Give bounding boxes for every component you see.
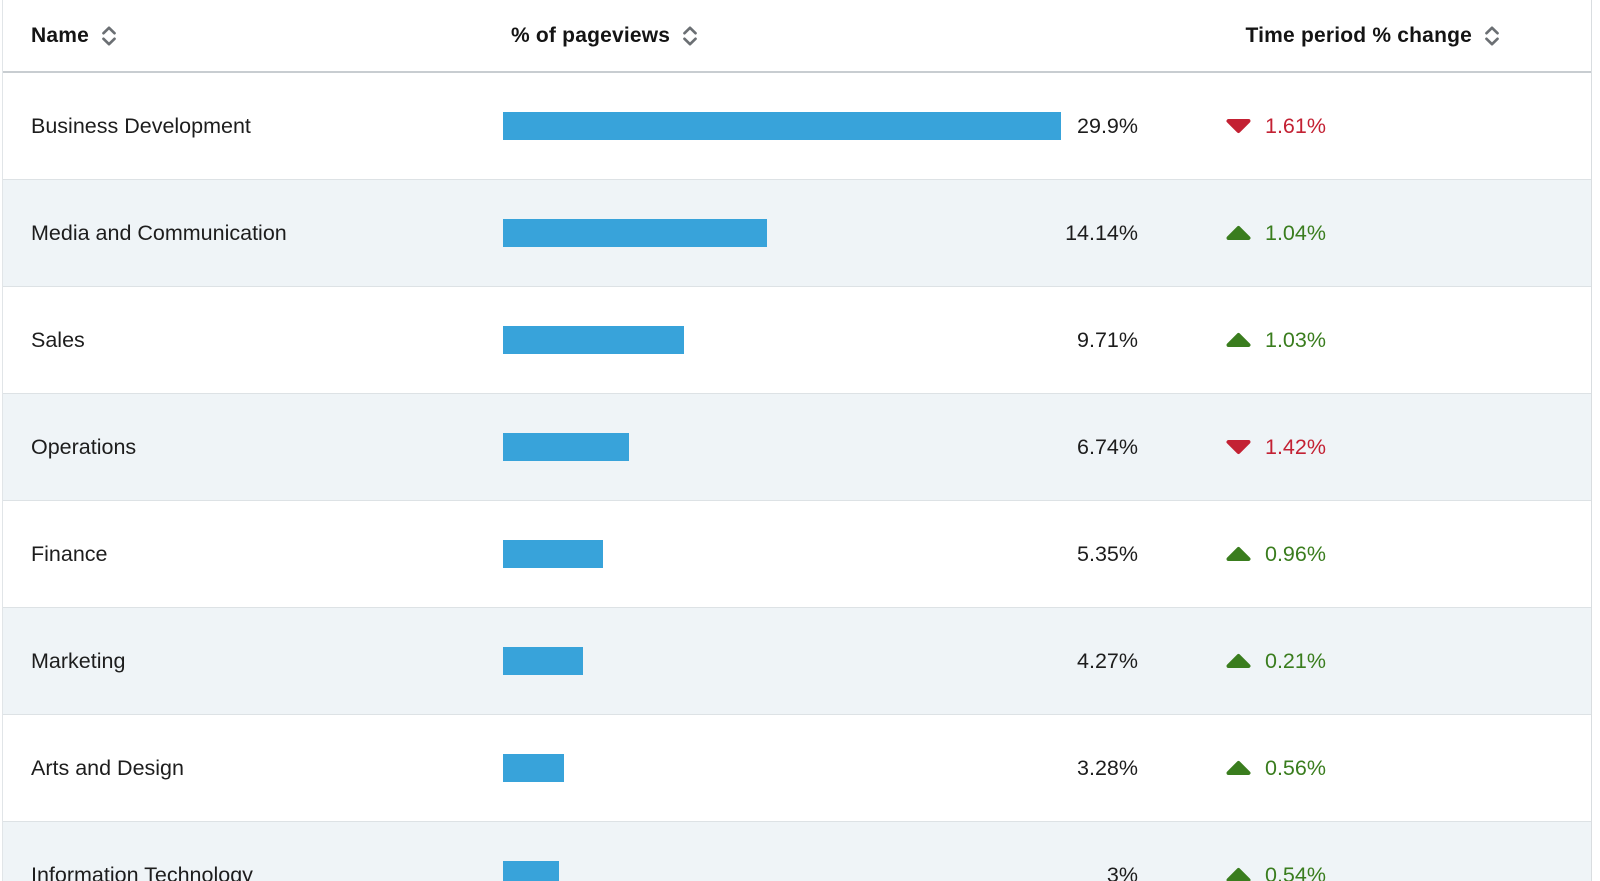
pageviews-bar-rail xyxy=(503,501,1063,607)
column-header-name[interactable]: Name xyxy=(31,0,118,71)
column-header-pageviews[interactable]: % of pageviews xyxy=(511,0,699,71)
pageviews-bar xyxy=(503,219,767,247)
column-header-pageviews-label: % of pageviews xyxy=(511,23,671,47)
pageviews-bar xyxy=(503,540,603,568)
change-cell: 0.56% xyxy=(1225,715,1326,821)
sort-icon[interactable] xyxy=(1483,25,1501,47)
pageviews-bar xyxy=(503,861,559,881)
pageviews-bar-rail xyxy=(503,394,1063,500)
pageviews-value: 5.35% xyxy=(1077,541,1138,566)
change-cell: 1.04% xyxy=(1225,180,1326,286)
change-value: 0.54% xyxy=(1265,862,1326,881)
pageviews-bar-rail xyxy=(503,715,1063,821)
pageviews-value: 3.28% xyxy=(1077,755,1138,780)
change-value: 1.42% xyxy=(1265,434,1326,459)
pageviews-value: 29.9% xyxy=(1077,113,1138,138)
pageviews-bar-rail xyxy=(503,822,1063,881)
change-cell: 1.03% xyxy=(1225,287,1326,393)
table-body: Business Development 29.9% 1.61% Media a… xyxy=(3,73,1591,881)
change-value: 1.04% xyxy=(1265,220,1326,245)
row-name: Arts and Design xyxy=(31,755,184,780)
pageviews-bar-rail xyxy=(503,73,1063,179)
sort-icon[interactable] xyxy=(100,25,118,47)
table-row: Marketing 4.27% 0.21% xyxy=(3,608,1591,715)
table-row: Arts and Design 3.28% 0.56% xyxy=(3,715,1591,822)
change-cell: 0.54% xyxy=(1225,822,1326,881)
table-row: Business Development 29.9% 1.61% xyxy=(3,73,1591,180)
pageviews-bar xyxy=(503,326,684,354)
change-cell: 0.21% xyxy=(1225,608,1326,714)
triangle-up-icon xyxy=(1226,333,1251,347)
table-row: Sales 9.71% 1.03% xyxy=(3,287,1591,394)
change-cell: 0.96% xyxy=(1225,501,1326,607)
row-name: Finance xyxy=(31,541,108,566)
column-header-change[interactable]: Time period % change xyxy=(1246,0,1502,71)
pageviews-bar xyxy=(503,112,1061,140)
change-value: 0.21% xyxy=(1265,648,1326,673)
row-name: Marketing xyxy=(31,648,126,673)
table-row: Information Technology 3% 0.54% xyxy=(3,822,1591,881)
triangle-down-icon xyxy=(1226,440,1251,454)
change-value: 1.03% xyxy=(1265,327,1326,352)
row-name: Information Technology xyxy=(31,862,253,881)
triangle-up-icon xyxy=(1226,547,1251,561)
change-value: 0.56% xyxy=(1265,755,1326,780)
pageviews-bar-rail xyxy=(503,287,1063,393)
change-value: 0.96% xyxy=(1265,541,1326,566)
column-header-change-label: Time period % change xyxy=(1245,23,1472,47)
column-header-name-label: Name xyxy=(31,23,89,47)
sort-icon[interactable] xyxy=(681,25,699,47)
table-row: Operations 6.74% 1.42% xyxy=(3,394,1591,501)
table-row: Finance 5.35% 0.96% xyxy=(3,501,1591,608)
pageviews-value: 6.74% xyxy=(1077,434,1138,459)
change-value: 1.61% xyxy=(1265,113,1326,138)
triangle-down-icon xyxy=(1226,119,1251,133)
row-name: Operations xyxy=(31,434,137,459)
pageviews-value: 9.71% xyxy=(1077,327,1138,352)
pageviews-value: 4.27% xyxy=(1077,648,1138,673)
pageviews-bar xyxy=(503,754,564,782)
table-header-row: Name % of pageviews Time period % change xyxy=(3,0,1591,73)
change-cell: 1.42% xyxy=(1225,394,1326,500)
row-name: Sales xyxy=(31,327,85,352)
pageviews-bar xyxy=(503,433,629,461)
triangle-up-icon xyxy=(1226,761,1251,775)
table-row: Media and Communication 14.14% 1.04% xyxy=(3,180,1591,287)
pageviews-value: 14.14% xyxy=(1065,220,1138,245)
change-cell: 1.61% xyxy=(1225,73,1326,179)
triangle-up-icon xyxy=(1226,226,1251,240)
triangle-up-icon xyxy=(1226,868,1251,881)
row-name: Media and Communication xyxy=(31,220,287,245)
row-name: Business Development xyxy=(31,113,251,138)
pageviews-bar-rail xyxy=(503,180,1063,286)
triangle-up-icon xyxy=(1226,654,1251,668)
pageviews-bar xyxy=(503,647,583,675)
pageviews-bar-rail xyxy=(503,608,1063,714)
pageviews-value: 3% xyxy=(1106,862,1138,881)
